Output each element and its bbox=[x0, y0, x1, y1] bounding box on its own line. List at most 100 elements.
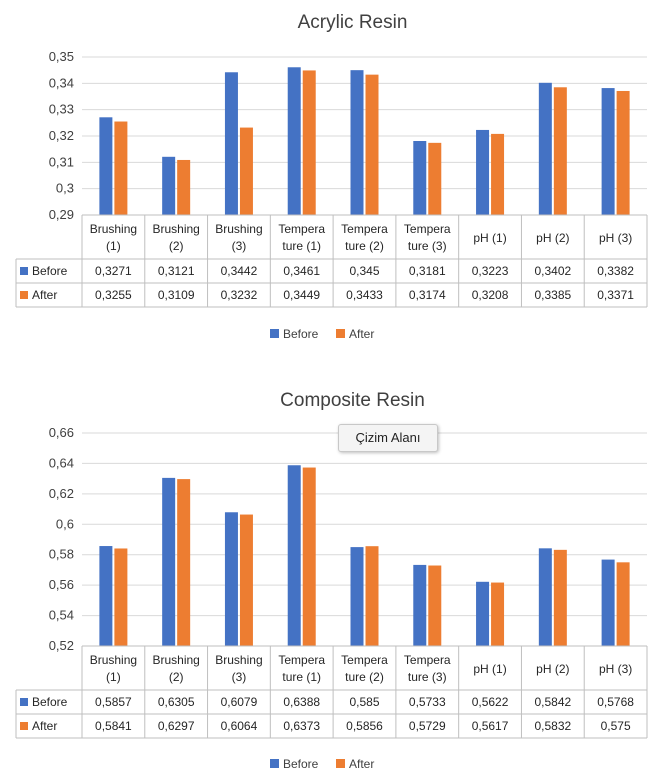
bar-after bbox=[365, 546, 379, 646]
data-label-after: 0,3208 bbox=[472, 288, 509, 302]
chart-composite-resin: Composite Resin 0,52 0,54 0,56 0,58 0,6 0,62 0,… bbox=[15, 390, 648, 771]
data-label-before: 0,3121 bbox=[158, 264, 195, 278]
category-label: Tempera bbox=[404, 222, 451, 236]
plot-area-tooltip: Çizim Alanı bbox=[338, 424, 438, 452]
bar-before bbox=[162, 477, 176, 646]
bar-after bbox=[553, 549, 567, 646]
data-label-after: 0,575 bbox=[601, 719, 631, 733]
y-tick-label: 0,29 bbox=[49, 207, 74, 222]
category-label: ture (3) bbox=[408, 239, 447, 253]
data-label-after: 0,3174 bbox=[409, 288, 446, 302]
bar-before bbox=[601, 559, 615, 646]
data-label-after: 0,3232 bbox=[221, 288, 258, 302]
category-label: (1) bbox=[106, 670, 121, 684]
row-label-before: Before bbox=[32, 264, 68, 278]
data-label-after: 0,5729 bbox=[409, 719, 446, 733]
y-tick-label: 0,31 bbox=[49, 154, 74, 169]
legend-key-before bbox=[20, 267, 28, 275]
bar-before bbox=[476, 581, 490, 646]
data-label-before: 0,3181 bbox=[409, 264, 446, 278]
legend-key-before bbox=[20, 698, 28, 706]
category-label: pH (3) bbox=[599, 662, 632, 676]
bar-before bbox=[287, 465, 301, 646]
bar-after bbox=[491, 133, 505, 215]
legend-label-before: Before bbox=[283, 327, 319, 341]
category-label: ture (2) bbox=[345, 670, 384, 684]
data-label-before: 0,5857 bbox=[95, 695, 132, 709]
data-label-before: 0,585 bbox=[349, 695, 379, 709]
category-label: (2) bbox=[169, 670, 184, 684]
data-label-after: 0,6064 bbox=[221, 719, 258, 733]
data-label-before: 0,6079 bbox=[221, 695, 258, 709]
data-label-before: 0,3271 bbox=[95, 264, 132, 278]
y-tick-label: 0,64 bbox=[49, 455, 74, 470]
bar-after bbox=[428, 142, 442, 215]
data-label-after: 0,5841 bbox=[95, 719, 132, 733]
bar-before bbox=[287, 67, 301, 216]
category-label: Tempera bbox=[278, 222, 325, 236]
bar-before bbox=[350, 70, 364, 216]
category-label: ture (1) bbox=[282, 239, 321, 253]
bar-before bbox=[538, 82, 552, 215]
bar-after bbox=[114, 548, 128, 646]
bar-before bbox=[413, 141, 427, 215]
category-label: Tempera bbox=[404, 653, 451, 667]
data-label-before: 0,6305 bbox=[158, 695, 195, 709]
legend-swatch-before bbox=[270, 329, 279, 338]
bar-after bbox=[365, 74, 379, 215]
legend-key-after bbox=[20, 722, 28, 730]
data-label-before: 0,5768 bbox=[597, 695, 634, 709]
category-label: Tempera bbox=[278, 653, 325, 667]
legend-swatch-before bbox=[270, 759, 279, 768]
legend-label-after: After bbox=[349, 327, 374, 341]
bar-after bbox=[616, 562, 630, 646]
legend-key-after bbox=[20, 291, 28, 299]
data-label-before: 0,345 bbox=[349, 264, 379, 278]
y-tick-label: 0,32 bbox=[49, 128, 74, 143]
data-label-after: 0,3255 bbox=[95, 288, 132, 302]
category-label: (2) bbox=[169, 239, 184, 253]
y-tick-label: 0,56 bbox=[49, 577, 74, 592]
bar-before bbox=[162, 156, 176, 215]
bar-before bbox=[413, 564, 427, 646]
row-label-before: Before bbox=[32, 695, 68, 709]
bar-after bbox=[553, 87, 567, 215]
bar-after bbox=[239, 514, 253, 646]
category-label: (3) bbox=[232, 239, 247, 253]
category-label: pH (1) bbox=[473, 231, 506, 245]
category-label: ture (1) bbox=[282, 670, 321, 684]
category-label: Brushing bbox=[90, 653, 137, 667]
data-label-after: 0,6297 bbox=[158, 719, 195, 733]
data-label-after: 0,3385 bbox=[534, 288, 571, 302]
bar-after bbox=[114, 121, 128, 215]
legend-swatch-after bbox=[336, 759, 345, 768]
data-label-before: 0,5622 bbox=[472, 695, 509, 709]
row-label-after: After bbox=[32, 719, 57, 733]
data-label-before: 0,3461 bbox=[283, 264, 320, 278]
legend-label-after: After bbox=[349, 757, 374, 771]
bar-before bbox=[224, 512, 238, 646]
data-label-before: 0,6388 bbox=[283, 695, 320, 709]
category-label: pH (2) bbox=[536, 231, 569, 245]
bar-before bbox=[476, 129, 490, 215]
data-label-after: 0,5856 bbox=[346, 719, 383, 733]
y-tick-label: 0,54 bbox=[49, 608, 74, 623]
bar-after bbox=[239, 127, 253, 215]
data-label-after: 0,6373 bbox=[283, 719, 320, 733]
category-label: Brushing bbox=[215, 653, 262, 667]
bar-after bbox=[491, 582, 505, 646]
category-label: Tempera bbox=[341, 222, 388, 236]
data-label-after: 0,3371 bbox=[597, 288, 634, 302]
chart-title: Composite Resin bbox=[280, 390, 425, 411]
y-tick-label: 0,58 bbox=[49, 547, 74, 562]
y-tick-label: 0,66 bbox=[49, 425, 74, 440]
bar-after bbox=[302, 70, 316, 216]
data-label-before: 0,5842 bbox=[534, 695, 571, 709]
y-tick-label: 0,33 bbox=[49, 102, 74, 117]
data-label-before: 0,3223 bbox=[472, 264, 509, 278]
category-label: Brushing bbox=[90, 222, 137, 236]
bar-before bbox=[224, 72, 238, 215]
data-label-before: 0,3402 bbox=[534, 264, 571, 278]
category-label: pH (1) bbox=[473, 662, 506, 676]
